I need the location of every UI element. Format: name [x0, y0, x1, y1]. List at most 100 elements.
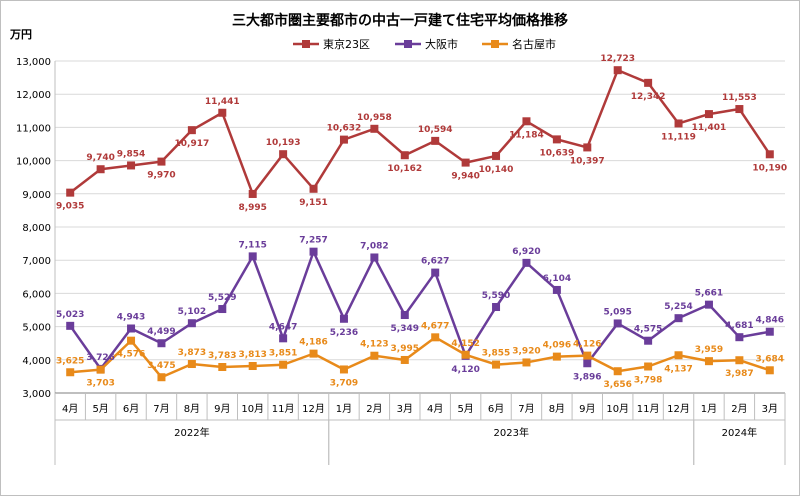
- data-point: [187, 319, 196, 328]
- data-label: 4,575: [634, 325, 662, 335]
- data-point: [765, 150, 774, 159]
- data-label: 9,740: [86, 153, 114, 163]
- data-point: [157, 339, 166, 348]
- data-label: 3,709: [330, 378, 358, 388]
- data-label: 4,576: [117, 350, 145, 360]
- data-label: 3,684: [756, 354, 784, 364]
- data-label: 3,813: [238, 350, 266, 360]
- data-label: 3,798: [634, 376, 662, 386]
- data-point: [552, 352, 561, 361]
- data-point: [218, 305, 227, 314]
- data-point: [522, 358, 531, 367]
- data-point: [735, 356, 744, 365]
- data-point: [309, 184, 318, 193]
- data-label: 8,995: [238, 203, 266, 213]
- y-tick-label: 11,000: [16, 123, 51, 134]
- data-point: [157, 373, 166, 382]
- x-axis: 4月 5月 6月 7月 8月 9月 10月 11月 12月 1月 2月 3月 4月 5月 6月 7月 8月 9月 1…: [54, 392, 786, 465]
- x-tick-label: 9月: [214, 403, 230, 415]
- data-point: [279, 360, 288, 369]
- data-point: [66, 321, 75, 330]
- legend-label: 名古屋市: [512, 37, 556, 51]
- data-label: 4,096: [543, 341, 571, 351]
- series-line-2: [70, 336, 771, 379]
- legend-marker: [491, 40, 499, 48]
- x-tick-label: 8月: [549, 403, 565, 415]
- data-point: [339, 365, 348, 374]
- data-point: [704, 300, 713, 309]
- data-point: [370, 253, 379, 262]
- x-tick-label: 3月: [397, 403, 413, 415]
- chart-title: 三大都市圏主要都市の中古一戸建て住宅平均価格推移: [232, 12, 568, 29]
- data-point: [461, 158, 470, 167]
- y-tick-label: 9,000: [22, 190, 51, 201]
- x-tick-label: 12月: [667, 403, 690, 415]
- data-point: [492, 360, 501, 369]
- data-point: [248, 362, 257, 371]
- data-label: 3,987: [725, 369, 753, 379]
- data-label: 3,896: [573, 372, 601, 382]
- data-label: 3,873: [178, 348, 206, 358]
- data-label: 4,137: [664, 364, 692, 374]
- x-tick-label: 1月: [701, 403, 717, 415]
- data-point: [400, 311, 409, 320]
- y-tick-label: 3,000: [22, 389, 51, 400]
- data-label: 9,854: [117, 149, 145, 159]
- data-point: [552, 285, 561, 294]
- y-tick-label: 5,000: [22, 323, 51, 334]
- data-label: 3,995: [391, 344, 419, 354]
- data-point: [522, 258, 531, 267]
- data-label: 5,349: [391, 324, 419, 334]
- data-point: [431, 136, 440, 145]
- data-label: 11,441: [205, 97, 240, 107]
- gridlines: [55, 60, 785, 394]
- data-label: 10,397: [570, 156, 605, 166]
- data-point: [613, 319, 622, 328]
- data-label: 12,723: [600, 54, 635, 64]
- data-label: 3,703: [86, 379, 114, 389]
- data-label: 11,119: [661, 132, 696, 142]
- data-label: 4,186: [299, 338, 327, 348]
- data-point: [552, 135, 561, 144]
- data-labels-layer: 9,035 9,740 9,854 9,970 10,917 11,441 8,995 10,…: [56, 54, 787, 390]
- data-point: [431, 333, 440, 342]
- data-point: [157, 157, 166, 166]
- y-tick-label: 4,000: [22, 356, 51, 367]
- data-point: [248, 189, 257, 198]
- x-tick-label: 5月: [92, 403, 108, 415]
- data-label: 10,594: [418, 125, 453, 135]
- data-point: [613, 66, 622, 75]
- data-point: [522, 117, 531, 126]
- data-point: [339, 135, 348, 144]
- data-label: 5,590: [482, 291, 510, 301]
- data-point: [66, 188, 75, 197]
- data-label: 9,970: [147, 171, 175, 181]
- legend-marker: [404, 40, 412, 48]
- x-tick-label: 7月: [518, 403, 534, 415]
- data-label: 5,023: [56, 310, 84, 320]
- data-label: 3,656: [603, 380, 631, 390]
- year-label: 2024年: [722, 426, 757, 439]
- data-point: [309, 349, 318, 358]
- data-label: 4,123: [360, 340, 388, 350]
- y-axis: 3,000 4,000 5,000 6,000 7,000 8,000 9,000 10,00…: [16, 57, 56, 400]
- data-point: [704, 110, 713, 119]
- data-point: [492, 303, 501, 312]
- x-tick-label: 1月: [336, 403, 352, 415]
- data-label: 4,647: [269, 322, 297, 332]
- x-tick-label: 11月: [637, 403, 660, 415]
- data-point: [66, 368, 75, 377]
- data-label: 6,104: [543, 274, 571, 284]
- data-label: 3,625: [56, 356, 84, 366]
- y-tick-label: 8,000: [22, 223, 51, 234]
- data-label: 3,920: [512, 346, 540, 356]
- data-point: [279, 150, 288, 159]
- data-point: [127, 336, 136, 345]
- x-tick-label: 2月: [366, 403, 382, 415]
- x-tick-label: 7月: [153, 403, 169, 415]
- x-tick-label: 10月: [606, 403, 629, 415]
- x-tick-label: 11月: [272, 403, 295, 415]
- data-label: 5,529: [208, 293, 236, 303]
- data-label: 7,257: [299, 236, 327, 246]
- data-label: 5,661: [695, 289, 723, 299]
